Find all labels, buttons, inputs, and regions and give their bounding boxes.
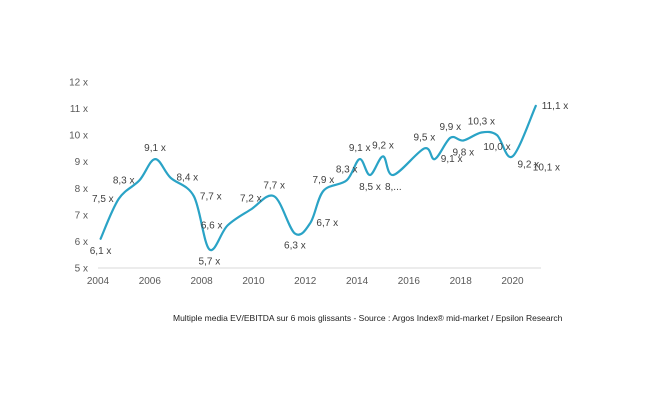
data-label: 9,2 x [372,140,394,151]
y-tick-label: 11 x [70,104,88,115]
x-axis: 2004 2006 2008 2010 2012 2014 2016 2018 2020 [87,276,524,287]
data-label: 10,3 x [468,117,495,128]
y-tick-label: 8 x [75,184,88,195]
y-tick-label: 7 x [75,210,88,221]
data-label: 7,7 x [200,191,222,202]
x-tick-label: 2020 [501,276,524,287]
data-label: 8,... [385,182,402,193]
y-tick-label: 6 x [75,237,88,248]
y-axis: 5 x 6 x 7 x 8 x 9 x 10 x 11 x 12 x [69,78,88,275]
data-label: 6,6 x [201,221,223,232]
data-label: 8,3 x [336,164,358,175]
y-tick-label: 5 x [75,264,88,275]
y-tick-label: 9 x [75,157,88,168]
x-tick-label: 2018 [450,276,473,287]
data-label: 10,0 x [483,142,510,153]
data-label: 7,7 x [263,180,285,191]
data-label: 7,2 x [240,194,262,205]
x-tick-label: 2014 [346,276,369,287]
x-tick-label: 2010 [242,276,265,287]
data-label: 8,3 x [113,175,135,186]
data-label: 8,4 x [177,173,199,184]
series-line [99,104,537,252]
data-label: 10,1 x [533,163,560,174]
data-label: 8,5 x [359,182,381,193]
chart-caption: Multiple media EV/EBITDA sur 6 mois glis… [173,313,563,323]
data-label: 9,1 x [441,154,463,165]
y-tick-label: 10 x [69,131,88,142]
data-label: 6,7 x [316,218,338,229]
x-tick-label: 2004 [87,276,110,287]
data-label: 5,7 x [199,256,221,267]
x-tick-label: 2016 [398,276,421,287]
data-label: 9,5 x [414,132,436,143]
data-label: 7,9 x [313,175,335,186]
data-label: 9,9 x [439,122,461,133]
x-tick-label: 2006 [139,276,162,287]
data-label: 9,8 x [452,148,474,159]
data-labels: 6,1 x7,5 x8,3 x9,1 x8,4 x7,7 x5,7 x6,6 x… [90,101,569,267]
data-label: 6,1 x [90,246,112,257]
ev-ebitda-line-chart: 5 x 6 x 7 x 8 x 9 x 10 x 11 x 12 x 2004 2006 2008… [69,78,569,288]
x-tick-label: 2008 [191,276,214,287]
data-label: 11,1 x [542,101,569,112]
y-tick-label: 12 x [69,78,88,89]
data-label: 9,1 x [349,143,371,154]
data-label: 9,1 x [144,143,166,154]
data-label: 7,5 x [92,194,114,205]
x-tick-label: 2012 [294,276,317,287]
data-label: 6,3 x [284,241,306,252]
data-label: 9,2 x [518,159,540,170]
